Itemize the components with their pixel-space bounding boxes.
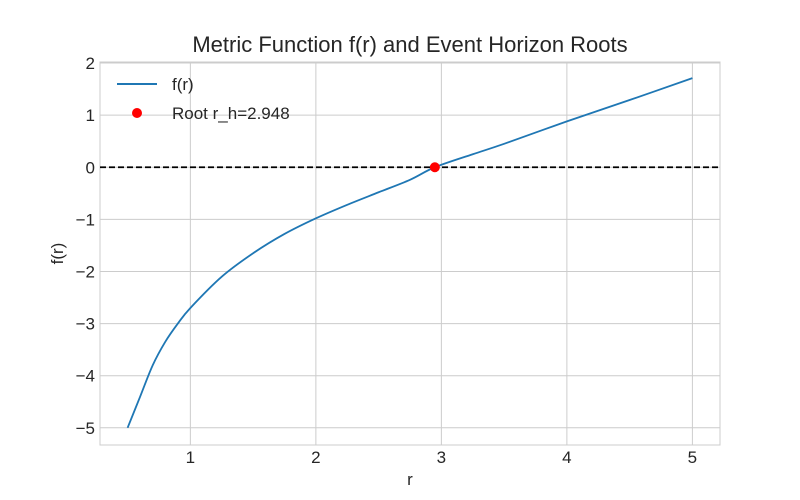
plot-frame	[99, 61, 721, 446]
y-tick-label: 0	[86, 158, 95, 177]
f-r-series-line	[126, 77, 693, 429]
y-tick-label: −2	[76, 262, 95, 281]
x-tick-label: 2	[311, 448, 320, 467]
legend: f(r) Root r_h=2.948	[117, 75, 290, 123]
y-tick-label: 2	[86, 54, 95, 73]
y-tick-label: 1	[86, 106, 95, 125]
x-tick-label: 1	[186, 448, 195, 467]
legend-label-root: Root r_h=2.948	[172, 104, 290, 123]
y-tick-label: −5	[76, 419, 95, 438]
x-tick-label: 4	[562, 448, 571, 467]
legend-label-f-r: f(r)	[172, 75, 194, 94]
y-tick-label: −3	[76, 315, 95, 334]
x-tick-label: 3	[437, 448, 446, 467]
legend-marker-swatch	[132, 108, 142, 118]
y-tick-label: −1	[76, 210, 95, 229]
chart-title: Metric Function f(r) and Event Horizon R…	[192, 32, 627, 57]
x-tick-labels: 1 2 3 4 5	[186, 448, 697, 467]
y-tick-labels: −5 −4 −3 −2 −1 0 1 2	[76, 54, 95, 438]
y-tick-label: −4	[76, 367, 95, 386]
y-axis-label: f(r)	[48, 243, 67, 265]
root-marker	[429, 162, 440, 173]
x-tick-label: 5	[688, 448, 697, 467]
x-axis-label: r	[407, 470, 413, 489]
